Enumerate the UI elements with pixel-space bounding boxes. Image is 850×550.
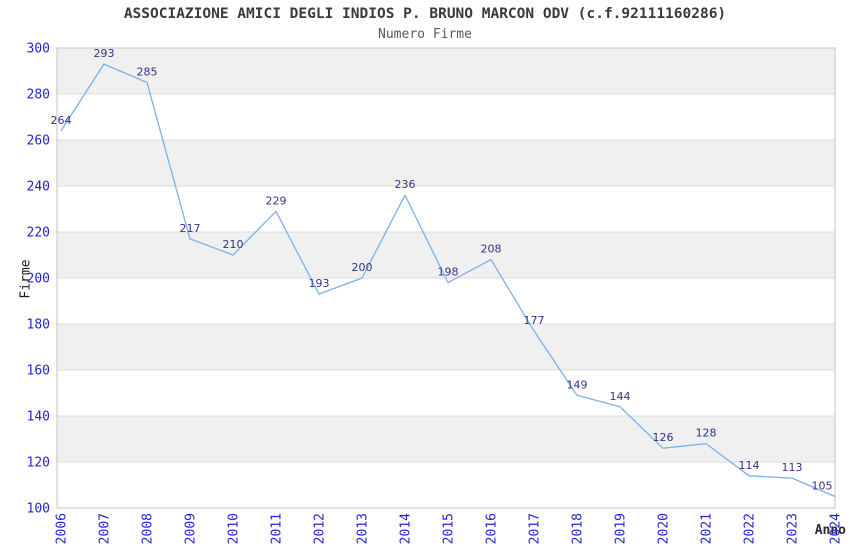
x-tick-label: 2024 [829, 513, 844, 544]
chart-subtitle: Numero Firme [378, 27, 472, 42]
x-tick-label: 2006 [55, 513, 70, 544]
x-tick-label: 2007 [98, 513, 113, 544]
plot-border [56, 47, 836, 509]
data-label: 113 [782, 461, 803, 474]
y-tick-label: 120 [27, 456, 50, 471]
x-tick-label: 2020 [657, 513, 672, 544]
x-tick-label: 2015 [442, 513, 457, 544]
x-tick-label: 2008 [141, 513, 156, 544]
x-tick-label: 2010 [227, 513, 242, 544]
x-tick-label: 2019 [614, 513, 629, 544]
y-tick-label: 300 [27, 42, 50, 57]
y-tick-label: 100 [27, 502, 50, 517]
x-tick-label: 2016 [485, 513, 500, 544]
chart-title: ASSOCIAZIONE AMICI DEGLI INDIOS P. BRUNO… [123, 6, 727, 22]
data-label: 114 [739, 459, 760, 472]
x-tick-label: 2022 [743, 513, 758, 544]
data-label: 177 [524, 314, 545, 327]
grid-band [57, 324, 835, 370]
data-label: 126 [653, 431, 674, 444]
grid-band [57, 416, 835, 462]
x-tick-label: 2013 [356, 513, 371, 544]
y-tick-label: 260 [27, 134, 50, 149]
x-tick-label: 2009 [184, 513, 199, 544]
data-label: 200 [352, 261, 373, 274]
data-label: 210 [223, 238, 244, 251]
data-line [60, 63, 836, 498]
data-label: 105 [812, 480, 833, 493]
y-tick-label: 160 [27, 364, 50, 379]
y-tick-label: 200 [27, 272, 50, 287]
data-label: 198 [438, 266, 459, 279]
x-tick-label: 2012 [313, 513, 328, 544]
data-label: 149 [567, 378, 588, 391]
x-tick-label: 2021 [700, 513, 715, 544]
data-label: 285 [137, 66, 158, 79]
x-tick-label: 2018 [571, 513, 586, 544]
y-tick-label: 280 [27, 88, 50, 103]
data-label: 128 [696, 427, 717, 440]
grid-band [57, 232, 835, 278]
x-axis-label: Anno [814, 523, 846, 538]
grid-band [57, 48, 835, 94]
x-tick-label: 2014 [399, 513, 414, 544]
y-tick-label: 240 [27, 180, 50, 195]
data-label: 208 [481, 243, 502, 256]
data-label: 144 [610, 390, 631, 403]
y-tick-label: 140 [27, 410, 50, 425]
data-label: 193 [309, 277, 330, 290]
data-label: 217 [180, 222, 201, 235]
grid-band [57, 140, 835, 186]
data-label: 264 [51, 114, 72, 127]
x-tick-label: 2017 [528, 513, 543, 544]
data-label: 229 [266, 194, 287, 207]
x-tick-label: 2023 [786, 513, 801, 544]
y-tick-label: 180 [27, 318, 50, 333]
x-tick-label: 2011 [270, 513, 285, 544]
data-label: 236 [395, 178, 416, 191]
data-label: 293 [94, 47, 115, 60]
y-tick-label: 220 [27, 226, 50, 241]
